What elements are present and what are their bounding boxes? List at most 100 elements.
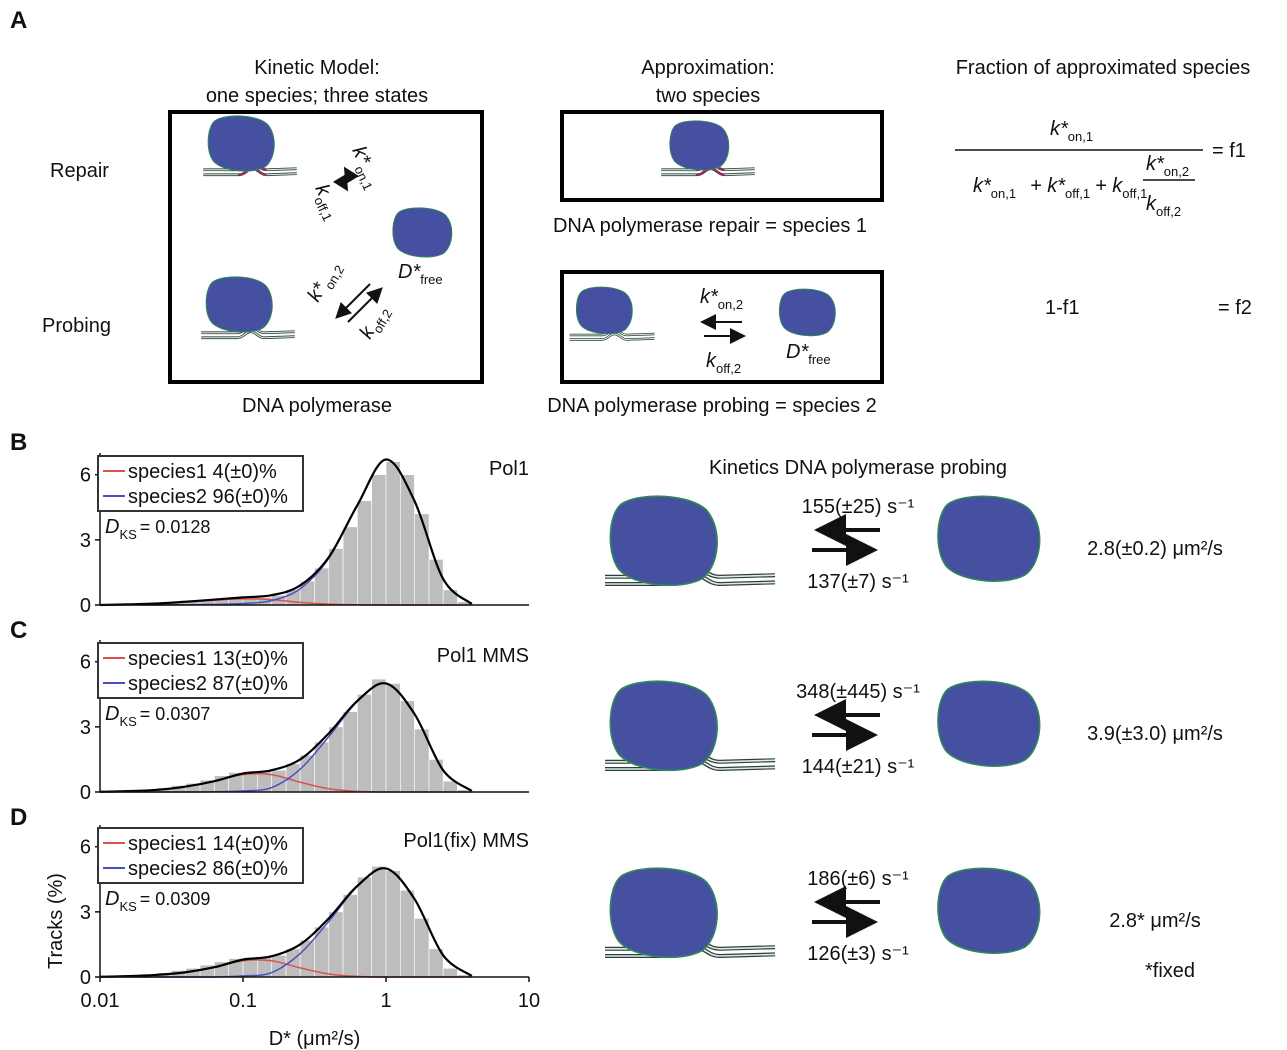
caption: DNA polymerase repair = species 1 [553,215,867,237]
panel-label: D [10,804,27,831]
label-sub: off,1 [311,195,335,224]
row-label: Repair [50,160,109,182]
polymerase [938,496,1040,581]
rate-label: k*on,2 [303,257,347,307]
rate-off: 137(±7) s⁻¹ [807,571,909,593]
polymerase [610,681,717,770]
rate-on: 348(±445) s⁻¹ [796,681,920,703]
label-sub: off,2 [716,361,741,376]
rate-label: koff,2 [706,350,741,376]
bar [400,701,414,792]
label-sub: on,1 [991,186,1016,201]
label-base: k* [973,175,992,197]
label-text: = 0.0307 [140,704,211,724]
label-base: D [105,516,119,538]
chart-title: Pol1 [489,458,529,480]
chart-title: Pol1(fix) MMS [403,830,529,852]
denominator-term: k*on,1 [973,175,1016,201]
denominator-term: + k*off,1 [1030,175,1090,201]
bar [357,694,371,792]
label-sub: KS [119,714,137,729]
x-tick-label: 0.1 [229,990,257,1012]
label-base: k* [1050,118,1069,140]
label-base: D [105,888,119,910]
label-sub: free [420,272,442,287]
legend-label: species1 4(±0)% [128,461,277,483]
approx-title: two species [656,85,761,107]
diffusion: 3.9(±3.0) μm²/s [1087,723,1223,745]
label-sub: KS [119,899,137,914]
legend-label: species2 86(±0)% [128,858,288,880]
diffusion: 2.8* μm²/s [1109,910,1201,932]
rate-off: 126(±3) s⁻¹ [807,943,909,965]
bar [314,927,328,977]
bar [329,727,343,792]
arrow [346,170,352,180]
model-title: Kinetic Model: [254,57,380,79]
polymerase [393,208,452,257]
y-tick-label: 3 [80,717,91,739]
approx-title: Approximation: [641,57,774,79]
label-sub: on,2 [322,263,348,292]
rate-label: koff,1 [307,181,345,224]
label-base: + k [1095,175,1123,197]
y-tick-label: 0 [80,782,91,804]
polymerase [610,868,717,957]
label-text: = 0.0128 [140,517,211,537]
legend-label: species1 14(±0)% [128,833,288,855]
label-base: D* [786,341,809,363]
polymerase [670,121,729,170]
bar [343,527,357,605]
y-tick-label: 0 [80,967,91,989]
y-tick-label: 3 [80,530,91,552]
bar [329,912,343,977]
arrow [340,178,346,188]
bar [414,918,429,977]
d-free: D*free [786,341,831,367]
caption: DNA polymerase probing = species 2 [547,395,877,417]
polymerase [576,287,632,334]
label-sub: on,1 [351,164,375,193]
diffusion: 2.8(±0.2) μm²/s [1087,538,1223,560]
rate-off: 144(±21) s⁻¹ [802,756,915,778]
bar [372,679,386,792]
polymerase [610,496,717,585]
polymerase [938,868,1040,953]
bar [343,712,357,792]
kinetics-title: Kinetics DNA polymerase probing [709,457,1007,479]
f1: = f1 [1212,140,1246,162]
rate-on: 186(±6) s⁻¹ [807,868,909,890]
bar [329,549,343,605]
rate-on: 155(±25) s⁻¹ [802,496,915,518]
label-sub: on,2 [1164,164,1189,179]
row-label: Probing [42,315,111,337]
annotation: DKS= 0.0128 [105,516,210,542]
rate-label: k*on,1 [344,143,386,193]
y-tick-label: 6 [80,837,91,859]
label-base: k* [700,286,719,308]
rate-label: k*on,2 [700,286,743,312]
bar [343,894,357,977]
bar [357,501,371,605]
polymerase [938,681,1040,766]
fraction-title: Fraction of approximated species [956,57,1251,79]
bar [429,759,443,792]
polymerase [208,116,274,171]
inner-denominator: koff,2 [1146,193,1181,219]
label-sub: off,2 [370,307,396,336]
x-tick-label: 1 [380,990,391,1012]
figure: A B C D Kinetic Model: one species; thre… [0,0,1287,1050]
label-base: k* [1146,153,1165,175]
bar [372,475,386,605]
label-sub: off,1 [1122,186,1147,201]
legend-label: species2 87(±0)% [128,673,288,695]
polymerase [779,289,835,336]
label-sub: free [808,352,830,367]
label-sub: on,1 [1068,129,1093,144]
numerator: k*on,1 [1050,118,1093,144]
label-base: D [105,703,119,725]
label-base: D* [398,261,421,283]
inner-numerator: k*on,2 [1146,153,1189,179]
panel-label: C [10,617,27,644]
bar [429,559,443,605]
